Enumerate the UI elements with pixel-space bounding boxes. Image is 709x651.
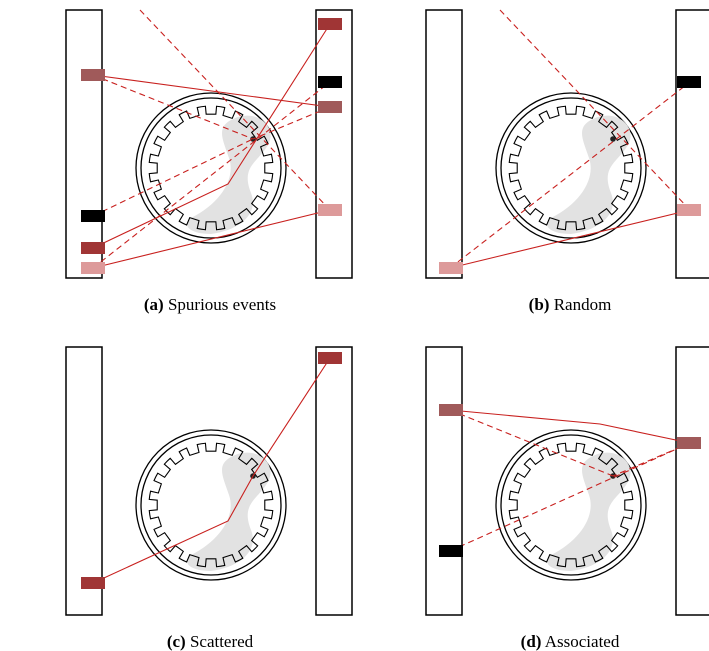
hit [677,76,701,88]
right-detector [676,10,709,278]
hit [677,204,701,216]
hit [439,262,463,274]
hit [318,204,342,216]
wheel [496,93,646,243]
caption: (b) Random [529,295,612,314]
left-detector [66,10,102,278]
right-detector [316,10,352,278]
wheel [496,430,646,580]
figure: (a) Spurious events (b) Random (c) Scatt… [0,0,709,651]
caption: (a) Spurious events [144,295,276,314]
hit [677,437,701,449]
left-detector [426,347,462,615]
hit [439,404,463,416]
left-detector [426,10,462,278]
vertex [610,136,616,142]
hit [81,262,105,274]
caption: (c) Scattered [167,632,254,651]
panel-b [426,10,709,278]
hit [81,210,105,222]
hit [81,577,105,589]
wheel [136,93,286,243]
panel-d [426,347,709,615]
wheel [136,430,286,580]
hit [81,242,105,254]
hit [318,101,342,113]
hit [81,69,105,81]
hit [318,76,342,88]
panel-c [66,347,352,615]
hit [439,545,463,557]
right-detector [676,347,709,615]
left-detector [66,347,102,615]
hit [318,18,342,30]
panel-a [66,10,352,278]
hit [318,352,342,364]
caption: (d) Associated [521,632,620,651]
right-detector [316,347,352,615]
